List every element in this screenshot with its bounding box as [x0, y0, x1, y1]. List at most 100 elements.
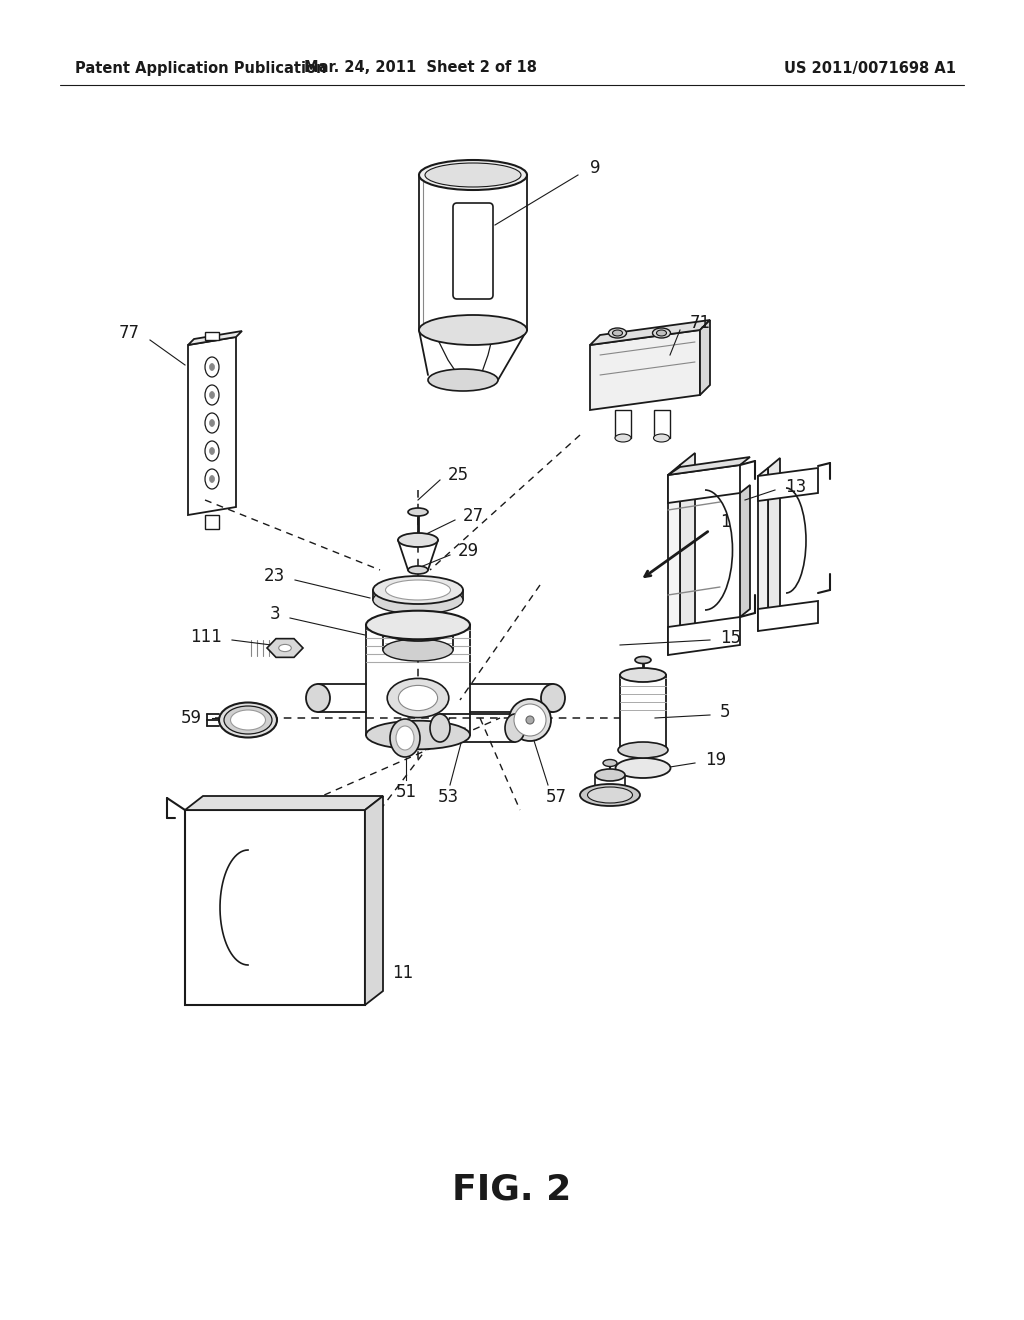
Ellipse shape [514, 704, 546, 737]
Ellipse shape [398, 533, 438, 546]
Ellipse shape [618, 742, 668, 758]
Ellipse shape [526, 715, 534, 723]
Text: 5: 5 [720, 704, 730, 721]
Ellipse shape [505, 714, 525, 742]
Ellipse shape [373, 586, 463, 614]
Polygon shape [668, 465, 740, 503]
Ellipse shape [205, 441, 219, 461]
Text: 53: 53 [437, 788, 459, 807]
Text: 111: 111 [190, 628, 222, 645]
Text: 51: 51 [395, 783, 417, 801]
Ellipse shape [230, 710, 265, 730]
Ellipse shape [373, 576, 463, 605]
Polygon shape [590, 330, 700, 411]
Ellipse shape [608, 327, 627, 338]
Bar [220, 845, 355, 970]
Polygon shape [700, 319, 710, 395]
Ellipse shape [588, 787, 633, 803]
Polygon shape [668, 465, 680, 655]
Polygon shape [758, 469, 818, 502]
Ellipse shape [656, 330, 667, 337]
Bar [205, 333, 219, 341]
Ellipse shape [541, 684, 565, 711]
Ellipse shape [509, 700, 551, 741]
Polygon shape [590, 319, 710, 345]
Ellipse shape [396, 726, 414, 750]
Ellipse shape [615, 758, 671, 777]
Bar [653, 411, 670, 438]
Text: 3: 3 [269, 605, 280, 623]
Ellipse shape [620, 668, 666, 682]
Text: 77: 77 [119, 323, 140, 342]
Text: 57: 57 [546, 788, 566, 807]
Ellipse shape [580, 784, 640, 807]
Ellipse shape [398, 685, 437, 710]
Text: 11: 11 [392, 964, 414, 982]
Polygon shape [185, 796, 383, 810]
Polygon shape [758, 469, 768, 631]
Polygon shape [758, 601, 818, 631]
Ellipse shape [306, 684, 330, 711]
Ellipse shape [205, 413, 219, 433]
Ellipse shape [652, 327, 671, 338]
Text: Patent Application Publication: Patent Application Publication [75, 61, 327, 75]
Ellipse shape [603, 759, 617, 767]
Text: 19: 19 [705, 751, 726, 770]
Ellipse shape [210, 363, 214, 371]
Ellipse shape [210, 420, 214, 426]
Text: 29: 29 [458, 543, 479, 560]
Text: 1: 1 [720, 513, 731, 531]
Ellipse shape [205, 356, 219, 378]
Ellipse shape [366, 611, 470, 639]
Ellipse shape [408, 508, 428, 516]
Polygon shape [740, 484, 750, 616]
Text: 9: 9 [590, 158, 600, 177]
Text: 71: 71 [690, 314, 711, 333]
Ellipse shape [210, 447, 214, 454]
Polygon shape [267, 639, 303, 657]
Ellipse shape [383, 619, 453, 642]
Ellipse shape [224, 706, 272, 734]
FancyBboxPatch shape [453, 203, 493, 300]
Ellipse shape [385, 579, 451, 601]
Ellipse shape [419, 315, 527, 345]
Text: 13: 13 [785, 478, 806, 496]
Ellipse shape [383, 639, 453, 661]
Ellipse shape [425, 162, 521, 187]
Text: 59: 59 [181, 709, 202, 727]
Ellipse shape [210, 392, 214, 399]
Text: Mar. 24, 2011  Sheet 2 of 18: Mar. 24, 2011 Sheet 2 of 18 [303, 61, 537, 75]
Bar [205, 515, 219, 529]
Polygon shape [188, 337, 236, 515]
Polygon shape [668, 457, 750, 475]
Ellipse shape [219, 702, 278, 738]
Ellipse shape [408, 566, 428, 574]
Text: FIG. 2: FIG. 2 [453, 1173, 571, 1206]
Bar [615, 411, 631, 438]
Polygon shape [768, 458, 780, 623]
Ellipse shape [210, 475, 214, 483]
Text: 27: 27 [463, 507, 484, 525]
Ellipse shape [612, 330, 623, 337]
Text: US 2011/0071698 A1: US 2011/0071698 A1 [784, 61, 956, 75]
Ellipse shape [595, 770, 625, 781]
Polygon shape [188, 331, 242, 345]
Text: 15: 15 [720, 630, 741, 647]
Ellipse shape [430, 714, 450, 742]
Ellipse shape [205, 469, 219, 488]
Polygon shape [680, 453, 695, 645]
Ellipse shape [428, 370, 498, 391]
Text: 25: 25 [449, 466, 469, 484]
Ellipse shape [615, 434, 631, 442]
Ellipse shape [390, 719, 420, 756]
Text: 23: 23 [264, 568, 285, 585]
Ellipse shape [366, 721, 470, 750]
Polygon shape [668, 616, 740, 655]
Ellipse shape [635, 656, 651, 664]
Polygon shape [185, 810, 365, 1005]
Ellipse shape [279, 644, 291, 652]
Ellipse shape [653, 434, 670, 442]
Ellipse shape [419, 160, 527, 190]
Polygon shape [620, 675, 666, 750]
Ellipse shape [387, 678, 449, 718]
